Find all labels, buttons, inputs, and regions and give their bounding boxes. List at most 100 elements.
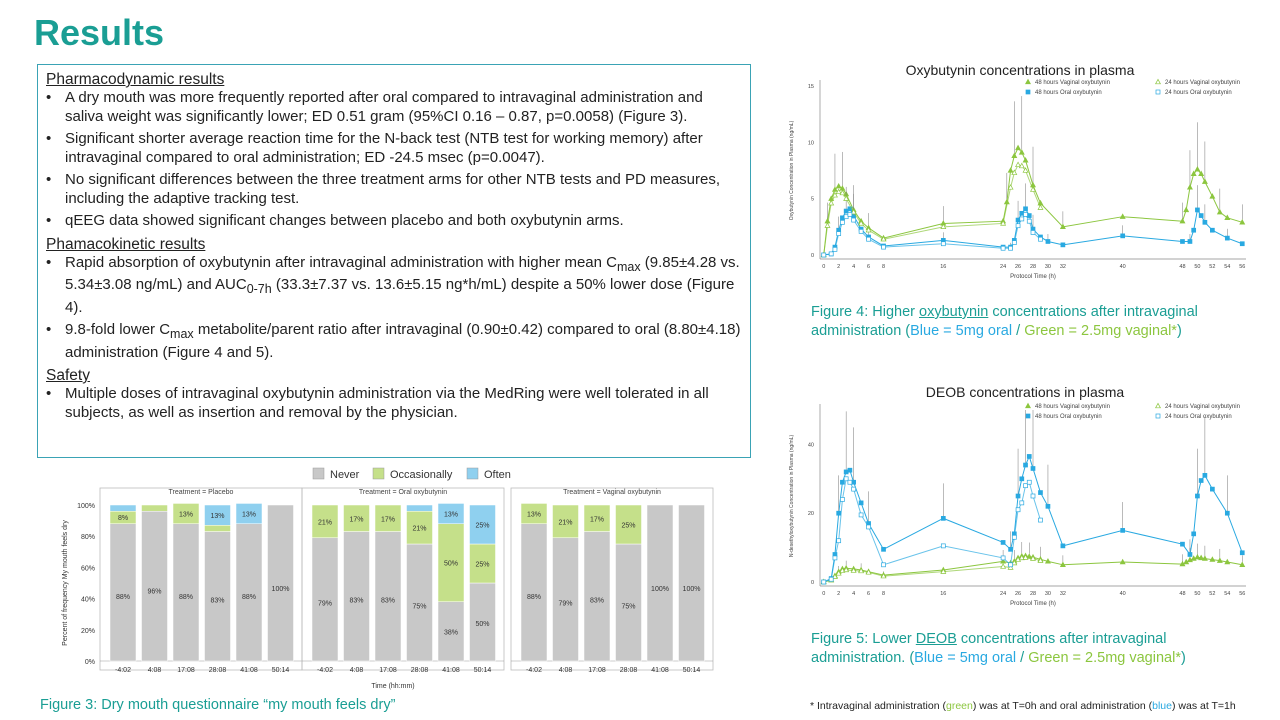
pk-item: Rapid absorption of oxybutynin after int… — [46, 254, 742, 318]
bar-segment — [552, 537, 579, 662]
data-point — [1019, 476, 1025, 482]
data-point — [1026, 218, 1032, 224]
legend-marker — [1025, 89, 1031, 95]
data-point — [1011, 534, 1017, 540]
data-point — [940, 543, 946, 549]
data-point — [1183, 206, 1190, 213]
legend-marker — [1155, 402, 1161, 409]
x-axis-label: Protocol Time (h) — [1010, 274, 1056, 280]
data-point — [1023, 206, 1028, 212]
data-point — [1008, 562, 1013, 568]
x-tick-label: 52 — [1209, 591, 1215, 597]
data-point — [1000, 558, 1007, 564]
legend-marker — [1025, 413, 1031, 419]
data-point — [832, 247, 838, 252]
legend-swatch — [466, 467, 479, 480]
y-tick-label: 10 — [808, 140, 814, 146]
x-tick-label: 17:08 — [177, 667, 195, 674]
x-tick-label: 28:08 — [620, 667, 638, 674]
bar-data-label: 75% — [412, 603, 426, 610]
bar-segment — [172, 523, 200, 662]
y-axis-label: Percent of frequency My mouth feels dry — [62, 520, 69, 646]
y-tick-label: 100% — [77, 503, 95, 510]
y-tick-label: 80% — [81, 534, 95, 541]
x-tick-label: 28 — [1030, 591, 1036, 597]
data-point — [866, 236, 871, 242]
x-tick-label: 4:08 — [148, 667, 162, 674]
data-point — [1030, 493, 1036, 499]
y-axis-label: Oxybutynin Concentration in Plasma (ng/m… — [789, 120, 795, 220]
data-point — [1011, 240, 1017, 245]
data-point — [850, 567, 857, 573]
bar-data-label: 88% — [527, 594, 541, 601]
x-tick-label: 24 — [1000, 264, 1006, 270]
fig5-cap-u: DEOB — [915, 631, 957, 647]
x-tick-label: 32 — [1060, 264, 1066, 270]
bar-data-label: 50% — [475, 621, 489, 628]
fig4-cap-blue: Blue = 5mg oral — [910, 323, 1013, 339]
fig4-cap-u: oxybutynin — [919, 304, 989, 320]
data-point — [843, 566, 850, 573]
bar-data-label: 25% — [475, 523, 489, 530]
bar-segment — [406, 543, 433, 662]
x-tick-label: 50:14 — [474, 667, 492, 674]
data-point — [1000, 540, 1006, 545]
data-point — [832, 555, 838, 561]
y-tick-label: 40 — [808, 442, 814, 448]
data-point — [1008, 546, 1013, 552]
pk-item2-b: metabolite/parent ratio after intravagin… — [65, 321, 741, 361]
data-point — [1015, 556, 1022, 562]
data-point — [1018, 162, 1025, 169]
data-point — [1210, 227, 1215, 233]
x-tick-label: 50 — [1194, 264, 1200, 270]
bar-segment — [520, 503, 548, 524]
data-point — [940, 241, 946, 247]
y-axis-label: N-desethyloxybutynin Concentration in Pl… — [789, 435, 795, 558]
data-point — [1018, 149, 1025, 155]
bar-segment — [583, 531, 611, 662]
bar-data-label: 38% — [444, 629, 458, 636]
safety-heading: Safety — [46, 367, 90, 384]
data-point — [1007, 167, 1014, 173]
data-point — [1198, 170, 1205, 177]
bar-segment — [311, 537, 339, 662]
legend-marker — [1025, 402, 1031, 409]
data-point — [1195, 493, 1200, 499]
data-point — [880, 235, 887, 242]
x-tick-label: 41:08 — [442, 667, 460, 674]
data-point — [1015, 223, 1021, 229]
fig5-cap-sep: / — [1016, 650, 1029, 666]
x-tick-label: 2 — [837, 264, 840, 270]
bar-segment — [141, 510, 168, 662]
fig4-cap-b: concentrations after intravaginal admini… — [811, 304, 1198, 339]
data-point — [1030, 230, 1036, 235]
data-point — [824, 217, 831, 224]
pk-item: 9.8-fold lower Cmax metabolite/parent ra… — [46, 321, 742, 362]
x-tick-label: 56 — [1239, 591, 1245, 597]
pk-list: Rapid absorption of oxybutynin after int… — [46, 254, 742, 363]
data-point — [851, 217, 856, 223]
x-tick-label: 50:14 — [272, 667, 290, 674]
data-point — [1120, 233, 1126, 239]
data-point — [821, 252, 827, 258]
data-point — [1011, 152, 1018, 159]
pd-item: Significant shorter average reaction tim… — [46, 130, 742, 167]
bar-segment — [678, 504, 705, 662]
data-point — [824, 222, 831, 228]
bar-segment — [615, 504, 642, 545]
bar-segment — [141, 504, 168, 512]
bar-segment — [267, 504, 294, 662]
data-point — [847, 467, 853, 473]
data-point — [1037, 204, 1044, 210]
x-tick-label: -4:02 — [526, 667, 542, 674]
data-point — [1060, 242, 1066, 248]
data-point — [1022, 554, 1029, 560]
data-point — [836, 231, 842, 236]
bar-segment — [437, 503, 465, 524]
data-point — [836, 538, 842, 544]
bar-data-label: 17% — [349, 516, 363, 523]
legend-label: 24 hours Vaginal oxybutynin — [1165, 404, 1240, 410]
bar-segment — [552, 504, 579, 539]
data-point — [1022, 157, 1029, 163]
x-tick-label: 0 — [822, 264, 825, 270]
